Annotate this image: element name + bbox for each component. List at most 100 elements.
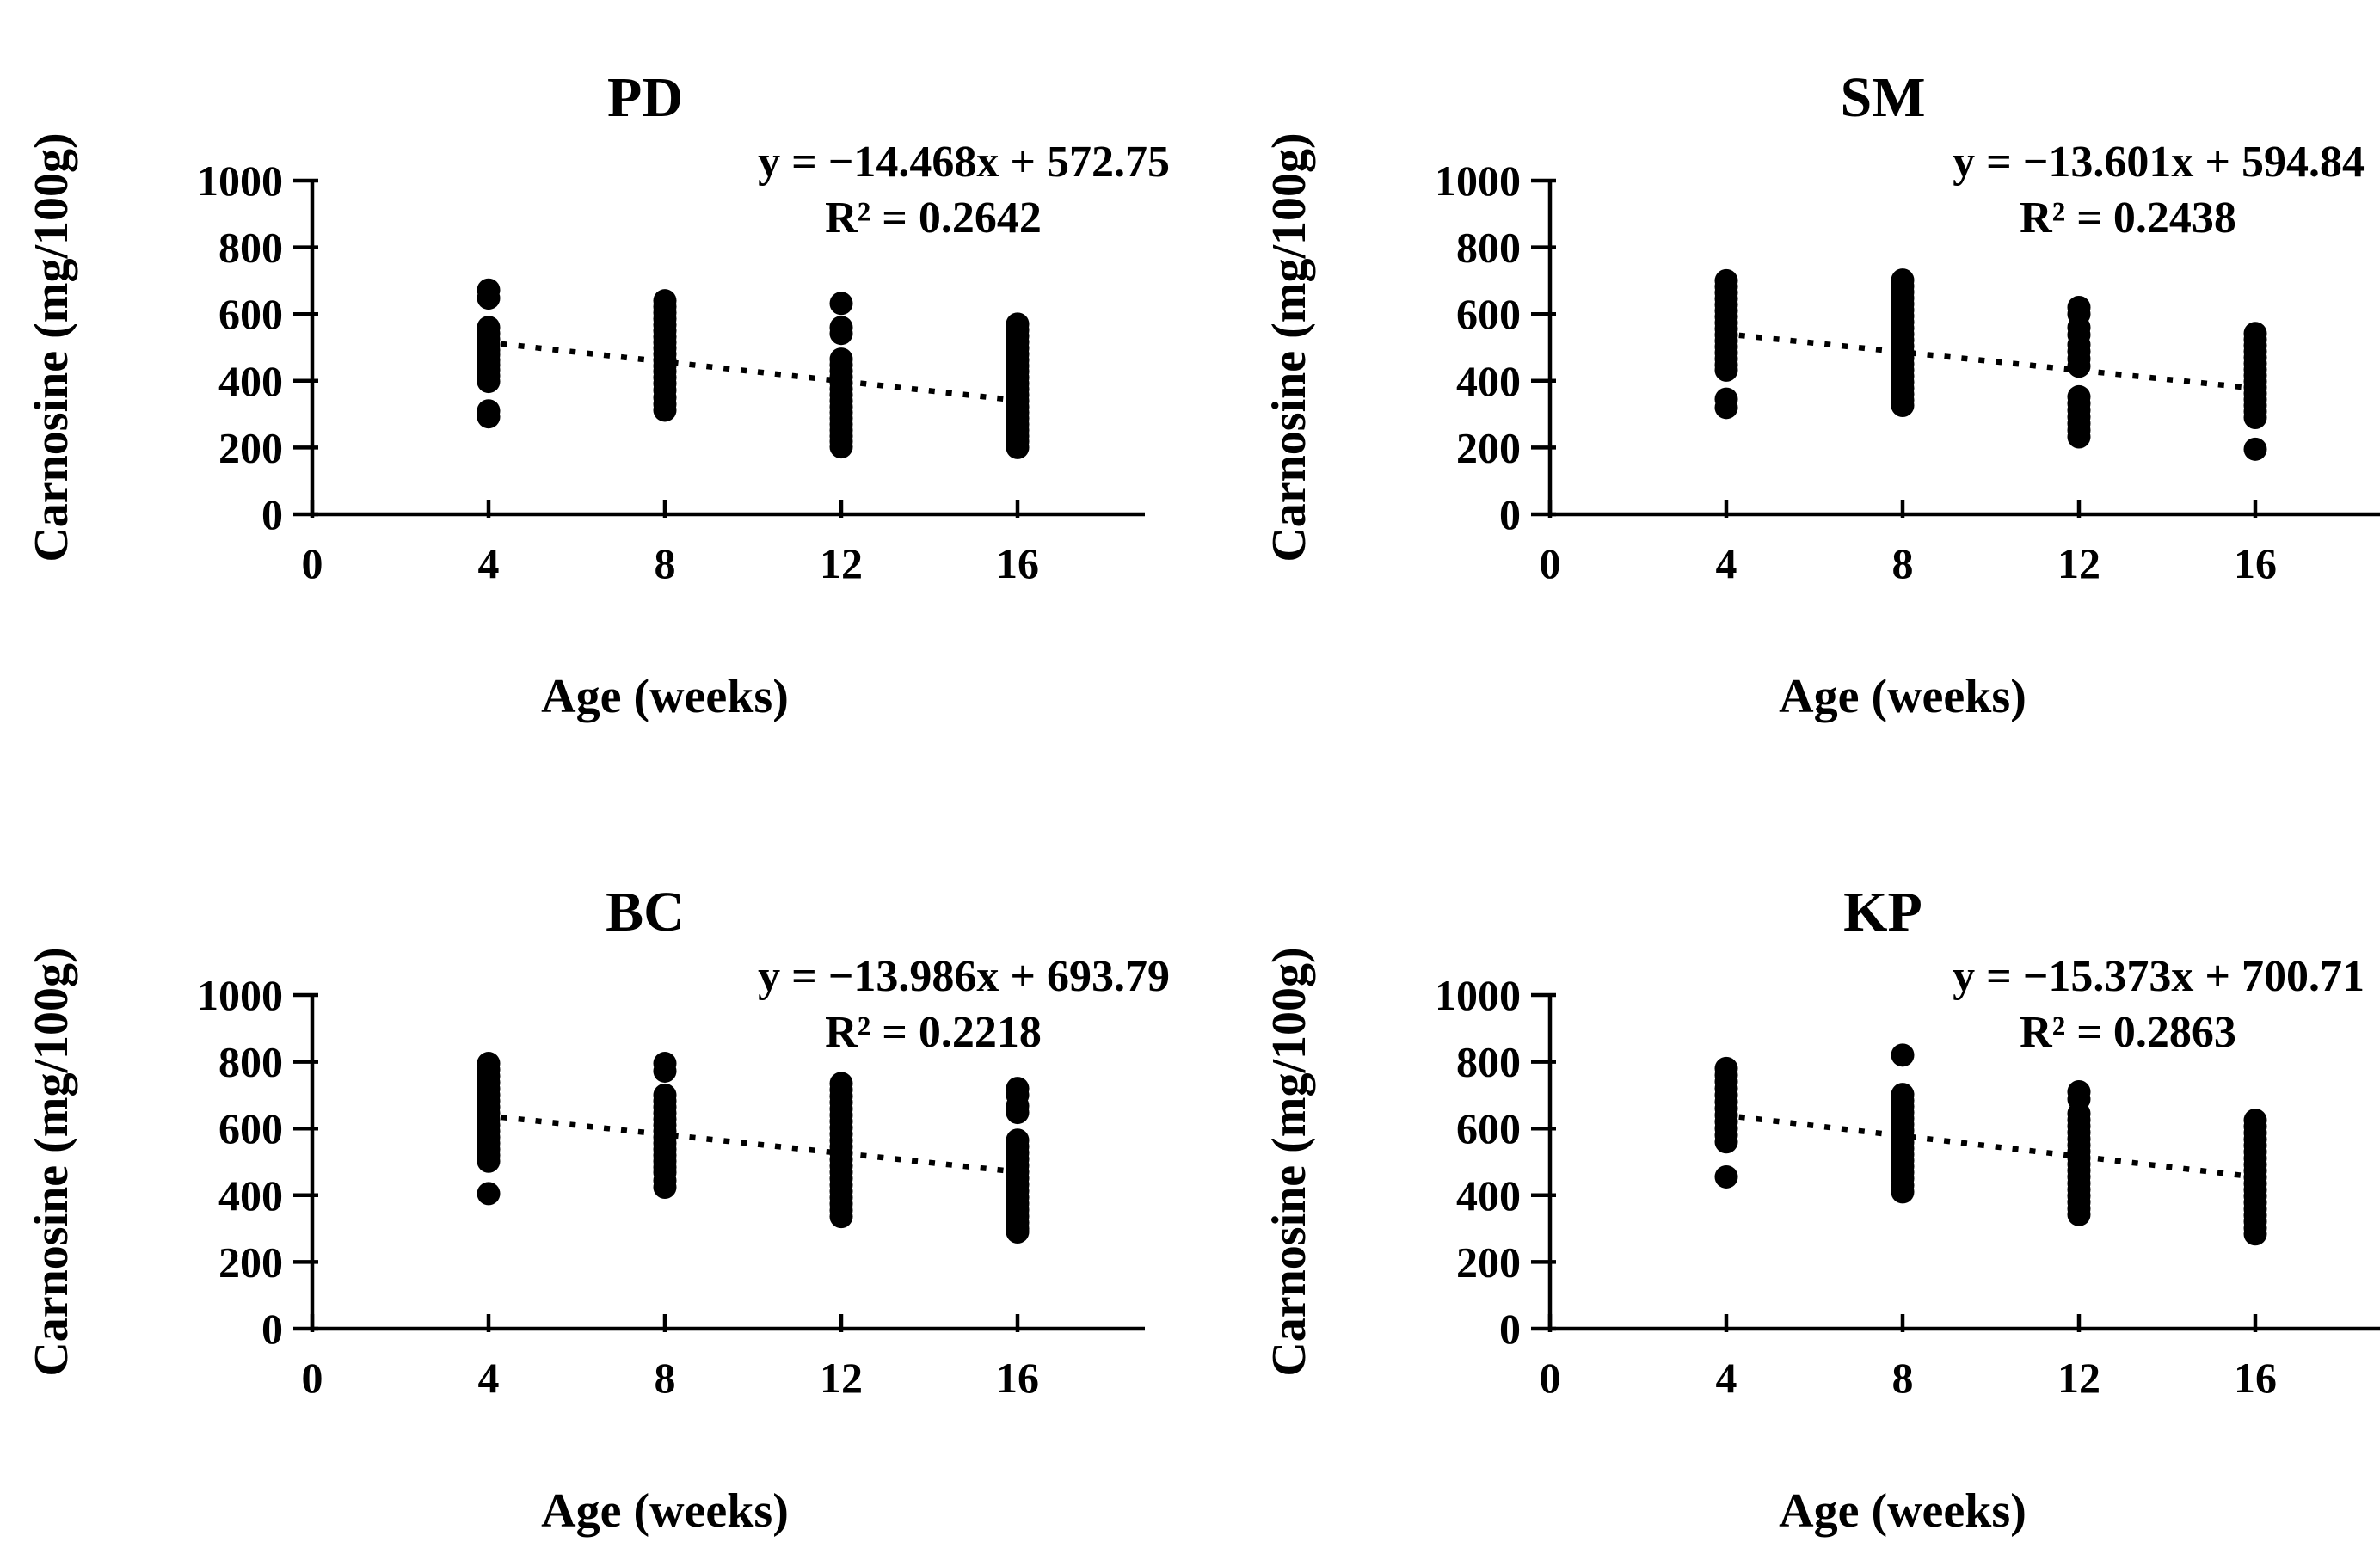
data-point [1006,435,1030,459]
y-axis-title: Carnosine (mg/100g) [25,132,78,562]
trendline-equation: y = −13.601x + 594.84 [1953,138,2365,187]
y-tick-label: 800 [1456,224,1521,272]
y-tick-label: 1000 [1435,157,1521,205]
y-tick-label: 0 [261,490,283,538]
y-tick-label: 400 [218,357,283,405]
data-point [2067,1202,2091,1226]
data-point [2067,354,2091,378]
data-point [1714,396,1738,420]
trendline-dotted [1721,330,2265,392]
x-tick-label: 4 [1716,1354,1737,1402]
x-axis-title: Age (weeks) [541,1484,789,1538]
y-tick-label: 0 [1499,490,1521,538]
data-point [829,435,853,459]
plot-area: 0 200 400 600 800 1000 0 4 8 12 16 [1435,157,2380,587]
data-point [2243,405,2267,429]
x-tick-label: 16 [2234,1354,2277,1402]
data-point [1006,1101,1030,1125]
plot-area: 0 200 400 600 800 1000 0 4 8 12 16 [197,971,1145,1402]
y-tick-label: 0 [1499,1305,1521,1353]
data-point [1714,1164,1738,1189]
x-tick-label: 4 [1716,539,1737,587]
x-tick-label: 4 [478,1354,500,1402]
y-tick-label: 200 [218,1238,283,1286]
y-tick-label: 800 [1456,1038,1521,1086]
data-point [1891,1180,1915,1204]
data-point [1891,1043,1915,1067]
data-point [2067,425,2091,449]
y-axis-title: Carnosine (mg/100g) [1263,947,1316,1376]
y-tick-label: 1000 [197,157,283,205]
data-point [477,1149,501,1173]
trendline-equation: y = −15.373x + 700.71 [1953,952,2365,1001]
chart-bc: BC y = −13.986x + 693.79 R² = 0.2218 Age… [25,881,1170,1538]
y-axis-title: Carnosine (mg/100g) [25,947,78,1376]
trendline-equation: y = −13.986x + 693.79 [758,952,1170,1001]
data-point [653,398,677,422]
y-tick-label: 1000 [197,971,283,1019]
y-tick-label: 200 [218,423,283,471]
data-point [1891,394,1915,418]
y-tick-label: 600 [218,290,283,338]
y-tick-label: 600 [1456,290,1521,338]
x-axis-title: Age (weeks) [1779,670,2026,723]
x-axis-title: Age (weeks) [1779,1484,2026,1538]
x-tick-label: 8 [1892,539,1914,587]
y-tick-label: 600 [1456,1104,1521,1152]
data-point [829,322,853,346]
r-squared-label: R² = 0.2438 [2020,194,2236,243]
x-tick-label: 4 [478,539,500,587]
y-tick-label: 400 [218,1171,283,1219]
data-point [477,405,501,429]
data-point [477,1182,501,1206]
x-tick-label: 12 [820,539,863,587]
data-point [477,286,501,310]
x-tick-label: 0 [1540,539,1561,587]
y-tick-label: 800 [218,1038,283,1086]
x-axis-title: Age (weeks) [541,670,789,723]
x-tick-label: 12 [2057,539,2100,587]
x-tick-label: 16 [2234,539,2277,587]
y-tick-label: 200 [1456,423,1521,471]
x-tick-label: 0 [302,1354,323,1402]
trendline-dotted [483,1112,1027,1176]
data-point [653,1059,677,1083]
trendline-equation: y = −14.468x + 572.75 [758,138,1170,187]
chart-title: BC [606,881,685,943]
chart-title: SM [1841,66,1926,129]
y-tick-label: 800 [218,224,283,272]
r-squared-label: R² = 0.2863 [2020,1008,2236,1057]
plot-area: 0 200 400 600 800 1000 0 4 8 12 16 [1435,971,2380,1402]
chart-title: KP [1843,881,1922,943]
r-squared-label: R² = 0.2642 [825,194,1042,243]
x-tick-label: 0 [302,539,323,587]
plot-area: 0 200 400 600 800 1000 0 4 8 12 16 [197,157,1145,587]
y-tick-label: 600 [218,1104,283,1152]
x-tick-label: 8 [655,1354,676,1402]
x-tick-label: 0 [1540,1354,1561,1402]
x-tick-label: 8 [1892,1354,1914,1402]
data-point [829,1205,853,1229]
data-point [653,1175,677,1199]
trendline-dotted [483,339,1027,404]
x-tick-label: 16 [996,1354,1039,1402]
data-point [829,292,853,316]
x-tick-label: 16 [996,539,1039,587]
data-point [1714,358,1738,382]
y-tick-label: 1000 [1435,971,1521,1019]
y-axis-title: Carnosine (mg/100g) [1263,132,1316,562]
data-point [2243,437,2267,461]
y-tick-label: 0 [261,1305,283,1353]
chart-title: PD [607,66,683,129]
x-tick-label: 12 [2057,1354,2100,1402]
data-point [477,370,501,394]
x-tick-label: 12 [820,1354,863,1402]
y-tick-label: 400 [1456,357,1521,405]
chart-kp: KP y = −15.373x + 700.71 R² = 0.2863 Age… [1263,881,2380,1538]
data-point [1006,1219,1030,1244]
r-squared-label: R² = 0.2218 [825,1008,1042,1057]
y-tick-label: 200 [1456,1238,1521,1286]
data-point [1714,1130,1738,1154]
chart-sm: SM y = −13.601x + 594.84 R² = 0.2438 Age… [1263,66,2380,723]
